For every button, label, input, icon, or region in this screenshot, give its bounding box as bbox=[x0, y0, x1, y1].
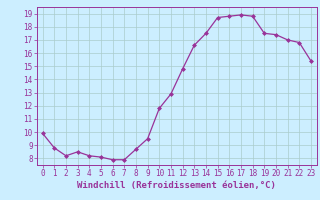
X-axis label: Windchill (Refroidissement éolien,°C): Windchill (Refroidissement éolien,°C) bbox=[77, 181, 276, 190]
